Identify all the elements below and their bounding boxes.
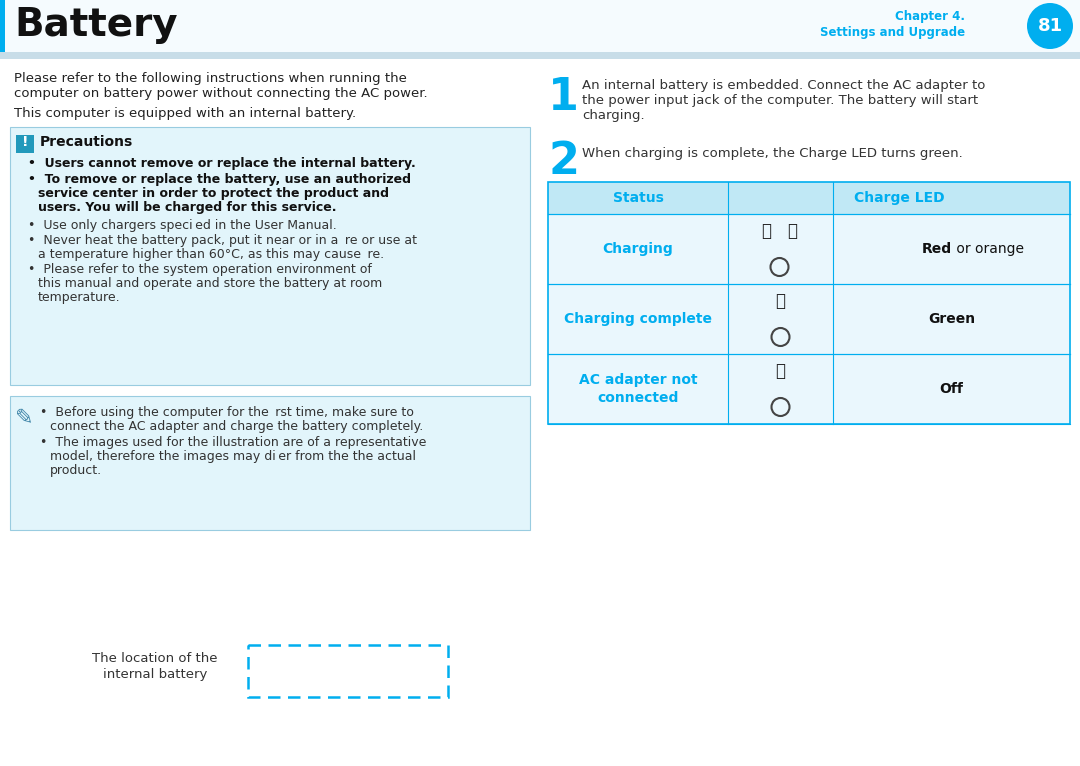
Text: Battery: Battery	[14, 6, 177, 44]
Text: •  Users cannot remove or replace the internal battery.: • Users cannot remove or replace the int…	[28, 157, 416, 170]
Text: Charging: Charging	[603, 242, 673, 256]
Bar	[548, 214, 1070, 284]
Text: The location of the: The location of the	[92, 652, 218, 665]
Bar	[548, 182, 1070, 424]
Text: 1: 1	[548, 76, 579, 119]
Text: ⛟: ⛟	[787, 222, 797, 240]
Text: this manual and operate and store the battery at room: this manual and operate and store the ba…	[38, 277, 382, 290]
Text: connect the AC adapter and charge the battery completely.: connect the AC adapter and charge the ba…	[50, 420, 423, 433]
Text: An internal battery is embedded. Connect the AC adapter to: An internal battery is embedded. Connect…	[582, 79, 985, 92]
Text: •  To remove or replace the battery, use an authorized: • To remove or replace the battery, use …	[28, 173, 411, 186]
Text: •  The images used for the illustration are of a representative: • The images used for the illustration a…	[40, 436, 427, 449]
Text: service center in order to protect the product and: service center in order to protect the p…	[38, 187, 389, 200]
Text: charging.: charging.	[582, 109, 645, 122]
Text: or orange: or orange	[951, 242, 1024, 256]
Text: Precautions: Precautions	[40, 135, 133, 149]
Bar	[10, 396, 530, 530]
Text: temperature.: temperature.	[38, 291, 121, 304]
Bar	[10, 127, 530, 385]
Bar	[16, 135, 33, 153]
Bar	[0, 52, 1080, 59]
Text: ✎: ✎	[15, 408, 33, 428]
Text: product.: product.	[50, 464, 103, 477]
Text: ⛟: ⛟	[761, 222, 771, 240]
Bar	[0, 0, 5, 52]
Text: users. You will be charged for this service.: users. You will be charged for this serv…	[38, 201, 337, 214]
Text: •  Before using the computer for the  rst time, make sure to: • Before using the computer for the rst …	[40, 406, 414, 419]
Text: Settings and Upgrade: Settings and Upgrade	[820, 26, 966, 39]
Text: internal battery: internal battery	[103, 668, 207, 681]
Text: •  Please refer to the system operation environment of: • Please refer to the system operation e…	[28, 263, 372, 276]
Text: Please refer to the following instructions when running the: Please refer to the following instructio…	[14, 72, 407, 85]
Bar	[548, 354, 1070, 424]
Text: This computer is equipped with an internal battery.: This computer is equipped with an intern…	[14, 107, 356, 120]
Text: ⛟: ⛟	[775, 362, 785, 380]
Text: Red: Red	[921, 242, 951, 256]
Text: 81: 81	[1038, 17, 1063, 35]
Bar	[548, 182, 1070, 214]
Text: a temperature higher than 60°C, as this may cause  re.: a temperature higher than 60°C, as this …	[38, 248, 384, 261]
Text: 2: 2	[548, 140, 579, 183]
Text: model, therefore the images may di er from the the actual: model, therefore the images may di er fr…	[50, 450, 416, 463]
Text: computer on battery power without connecting the AC power.: computer on battery power without connec…	[14, 87, 428, 100]
Bar	[248, 645, 448, 697]
Text: Chapter 4.: Chapter 4.	[895, 10, 966, 23]
Circle shape	[1027, 3, 1074, 49]
Text: the power input jack of the computer. The battery will start: the power input jack of the computer. Th…	[582, 94, 978, 107]
Bar	[0, 0, 1080, 52]
Text: Charge LED: Charge LED	[853, 191, 944, 205]
Text: •  Never heat the battery pack, put it near or in a  re or use at: • Never heat the battery pack, put it ne…	[28, 234, 417, 247]
Text: connected: connected	[597, 391, 678, 405]
Text: !: !	[22, 135, 28, 149]
Text: ⛟: ⛟	[775, 292, 785, 310]
Text: Off: Off	[940, 382, 963, 396]
Text: Status: Status	[612, 191, 663, 205]
Bar	[548, 284, 1070, 354]
Text: Green: Green	[928, 312, 975, 326]
Text: When charging is complete, the Charge LED turns green.: When charging is complete, the Charge LE…	[582, 147, 962, 160]
Text: AC adapter not: AC adapter not	[579, 373, 698, 387]
Text: •  Use only chargers speci ed in the User Manual.: • Use only chargers speci ed in the User…	[28, 219, 337, 232]
Text: Charging complete: Charging complete	[564, 312, 712, 326]
